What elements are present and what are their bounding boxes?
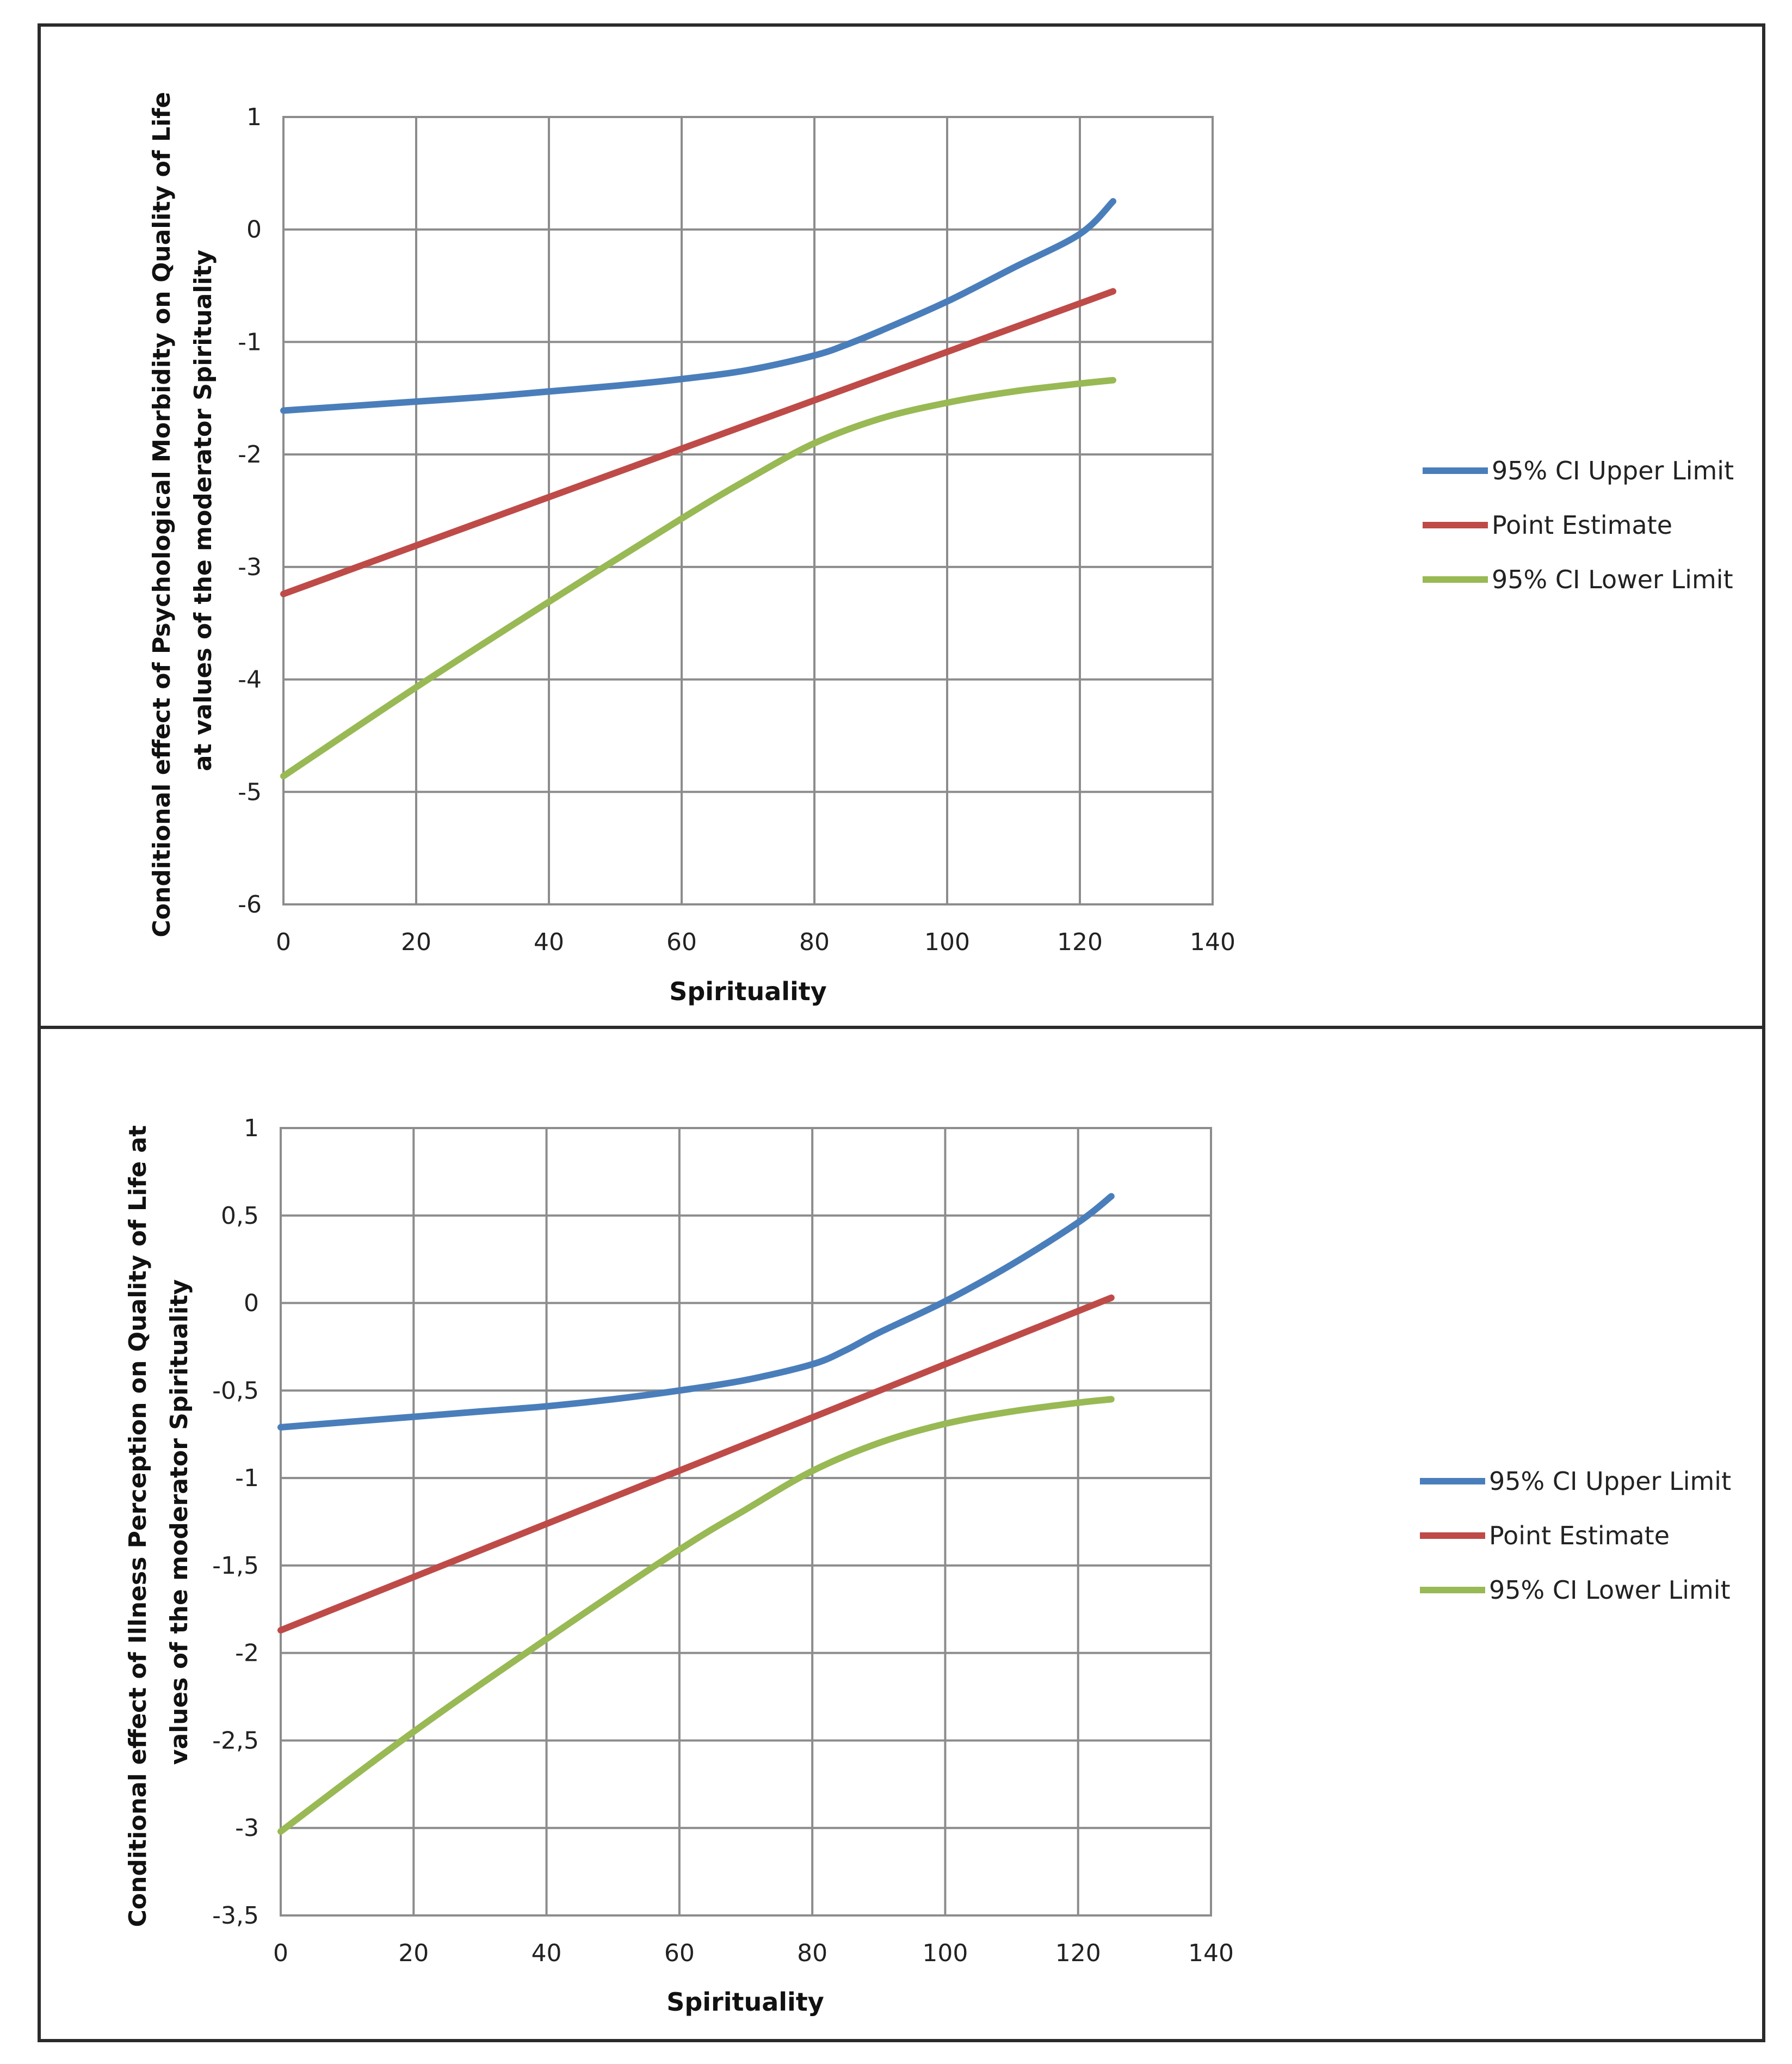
chart-2-gridlines <box>280 1127 1212 1917</box>
chart-2-y-tick-label: -2,5 <box>212 1727 259 1754</box>
chart-1-x-tick-label: 140 <box>1190 928 1235 956</box>
chart-2-x-tick-label: 60 <box>664 1939 695 1967</box>
chart-2-x-tick-label: 140 <box>1188 1939 1234 1967</box>
chart-2-plot-area <box>281 1128 1211 1915</box>
chart-1-x-tick-label: 60 <box>666 928 697 956</box>
chart-1-x-tick-labels: 0 20 40 60 80 100 120 140 <box>276 928 1235 956</box>
chart-2-series-95-ci-upper-limit <box>277 1193 1115 1431</box>
chart-1-y-tick-label: -3 <box>238 553 262 581</box>
chart-2-legend: 95% CI Upper Limit Point Estimate 95% CI L… <box>1420 1467 1731 1605</box>
chart-2-series <box>277 1193 1115 1835</box>
chart-2-y-tick-labels: 1 0,5 0 -0,5 -1 -1,5 -2 -2,5 -3 -3,5 <box>212 1114 259 1930</box>
chart-1-y-tick-labels: 1 0 -1 -2 -3 -4 -5 -6 <box>238 103 262 919</box>
chart-1-y-axis-label: Conditional effect of Psychological Morb… <box>148 83 217 937</box>
chart-1-y-tick-label: 1 <box>246 103 262 131</box>
chart-2-legend-label-95-ci-upper-limit: 95% CI Upper Limit <box>1489 1467 1731 1496</box>
chart-panel-2: 1 0,5 0 -0,5 -1 -1,5 -2 -2,5 -3 -3,5 0 20 40 60 80 100… <box>38 1026 1765 2042</box>
chart-1-y-tick-label: -4 <box>238 666 262 694</box>
chart-2-y-axis-label: Conditional effect of Illness Perception… <box>124 1117 193 1927</box>
chart-1-gridlines <box>282 116 1214 905</box>
chart-2-x-tick-label: 20 <box>398 1939 429 1967</box>
chart-1-series-95-ci-upper-limit <box>280 198 1116 414</box>
chart-1-series-point-estimate <box>280 288 1116 597</box>
chart-2-y-tick-label: -2 <box>235 1640 259 1667</box>
chart-2-y-tick-label: -3 <box>235 1814 259 1842</box>
chart-1-y-tick-label: 0 <box>246 216 262 244</box>
chart-1-legend-label-95-ci-upper-limit: 95% CI Upper Limit <box>1492 456 1734 485</box>
chart-1-y-axis-label-line-1: Conditional effect of Psychological Morb… <box>148 92 176 938</box>
chart-1-series <box>280 198 1116 780</box>
chart-panel-1: 1 0 -1 -2 -3 -4 -5 -6 0 20 40 60 80 100 120 140 Spirit… <box>38 23 1765 1029</box>
chart-1-y-axis-label-line-2: at values of the moderator Spirituality <box>189 250 217 771</box>
chart-2-x-tick-label: 80 <box>797 1939 827 1967</box>
chart-1-x-axis-label: Spirituality <box>669 977 827 1006</box>
chart-2-plot-border <box>280 1127 1212 1917</box>
chart-1-y-tick-label: -5 <box>238 778 262 806</box>
chart-1-y-tick-label: -2 <box>238 441 262 469</box>
chart-2-y-tick-label: -0,5 <box>212 1377 259 1404</box>
chart-1-x-tick-label: 0 <box>276 928 291 956</box>
chart-1-x-tick-label: 120 <box>1057 928 1103 956</box>
chart-2-series-95-ci-lower-limit <box>277 1396 1115 1835</box>
chart-2-y-tick-label: 0,5 <box>221 1202 259 1230</box>
chart-1-y-tick-label: -6 <box>238 891 262 919</box>
chart-2-y-axis-label-line-2: values of the moderator Spirituality <box>165 1279 193 1765</box>
chart-2-y-tick-label: -1,5 <box>212 1552 259 1580</box>
chart-2-x-axis-label: Spirituality <box>666 1987 824 2017</box>
chart-2-legend-label-95-ci-lower-limit: 95% CI Lower Limit <box>1489 1575 1731 1605</box>
chart-2-series-point-estimate <box>277 1294 1115 1634</box>
chart-2-y-tick-label: -1 <box>235 1464 259 1492</box>
chart-2-x-tick-label: 100 <box>922 1939 968 1967</box>
chart-2-y-tick-label: 1 <box>244 1114 259 1142</box>
chart-1-y-tick-label: -1 <box>238 328 262 356</box>
chart-1-x-tick-label: 20 <box>401 928 431 956</box>
chart-2-y-axis-label-line-1: Conditional effect of Illness Perception… <box>124 1125 152 1927</box>
chart-1-x-tick-label: 40 <box>534 928 564 956</box>
chart-1-legend: 95% CI Upper Limit Point Estimate 95% CI L… <box>1423 456 1734 594</box>
chart-1-legend-label-point-estimate: Point Estimate <box>1492 510 1672 540</box>
chart-2-x-tick-label: 120 <box>1055 1939 1101 1967</box>
chart-1-series-95-ci-lower-limit <box>280 377 1116 780</box>
chart-1-x-tick-label: 100 <box>924 928 970 956</box>
chart-2-x-tick-labels: 0 20 40 60 80 100 120 140 <box>273 1939 1234 1967</box>
chart-2-x-tick-label: 0 <box>273 1939 288 1967</box>
chart-2-legend-label-point-estimate: Point Estimate <box>1489 1521 1670 1550</box>
chart-1-legend-label-95-ci-lower-limit: 95% CI Lower Limit <box>1492 565 1733 594</box>
chart-2-x-tick-label: 40 <box>532 1939 562 1967</box>
chart-2-y-tick-label: 0 <box>244 1290 259 1317</box>
chart-1-plot-border <box>282 116 1214 905</box>
chart-1-x-tick-label: 80 <box>799 928 830 956</box>
chart-2-y-tick-label: -3,5 <box>212 1902 259 1930</box>
